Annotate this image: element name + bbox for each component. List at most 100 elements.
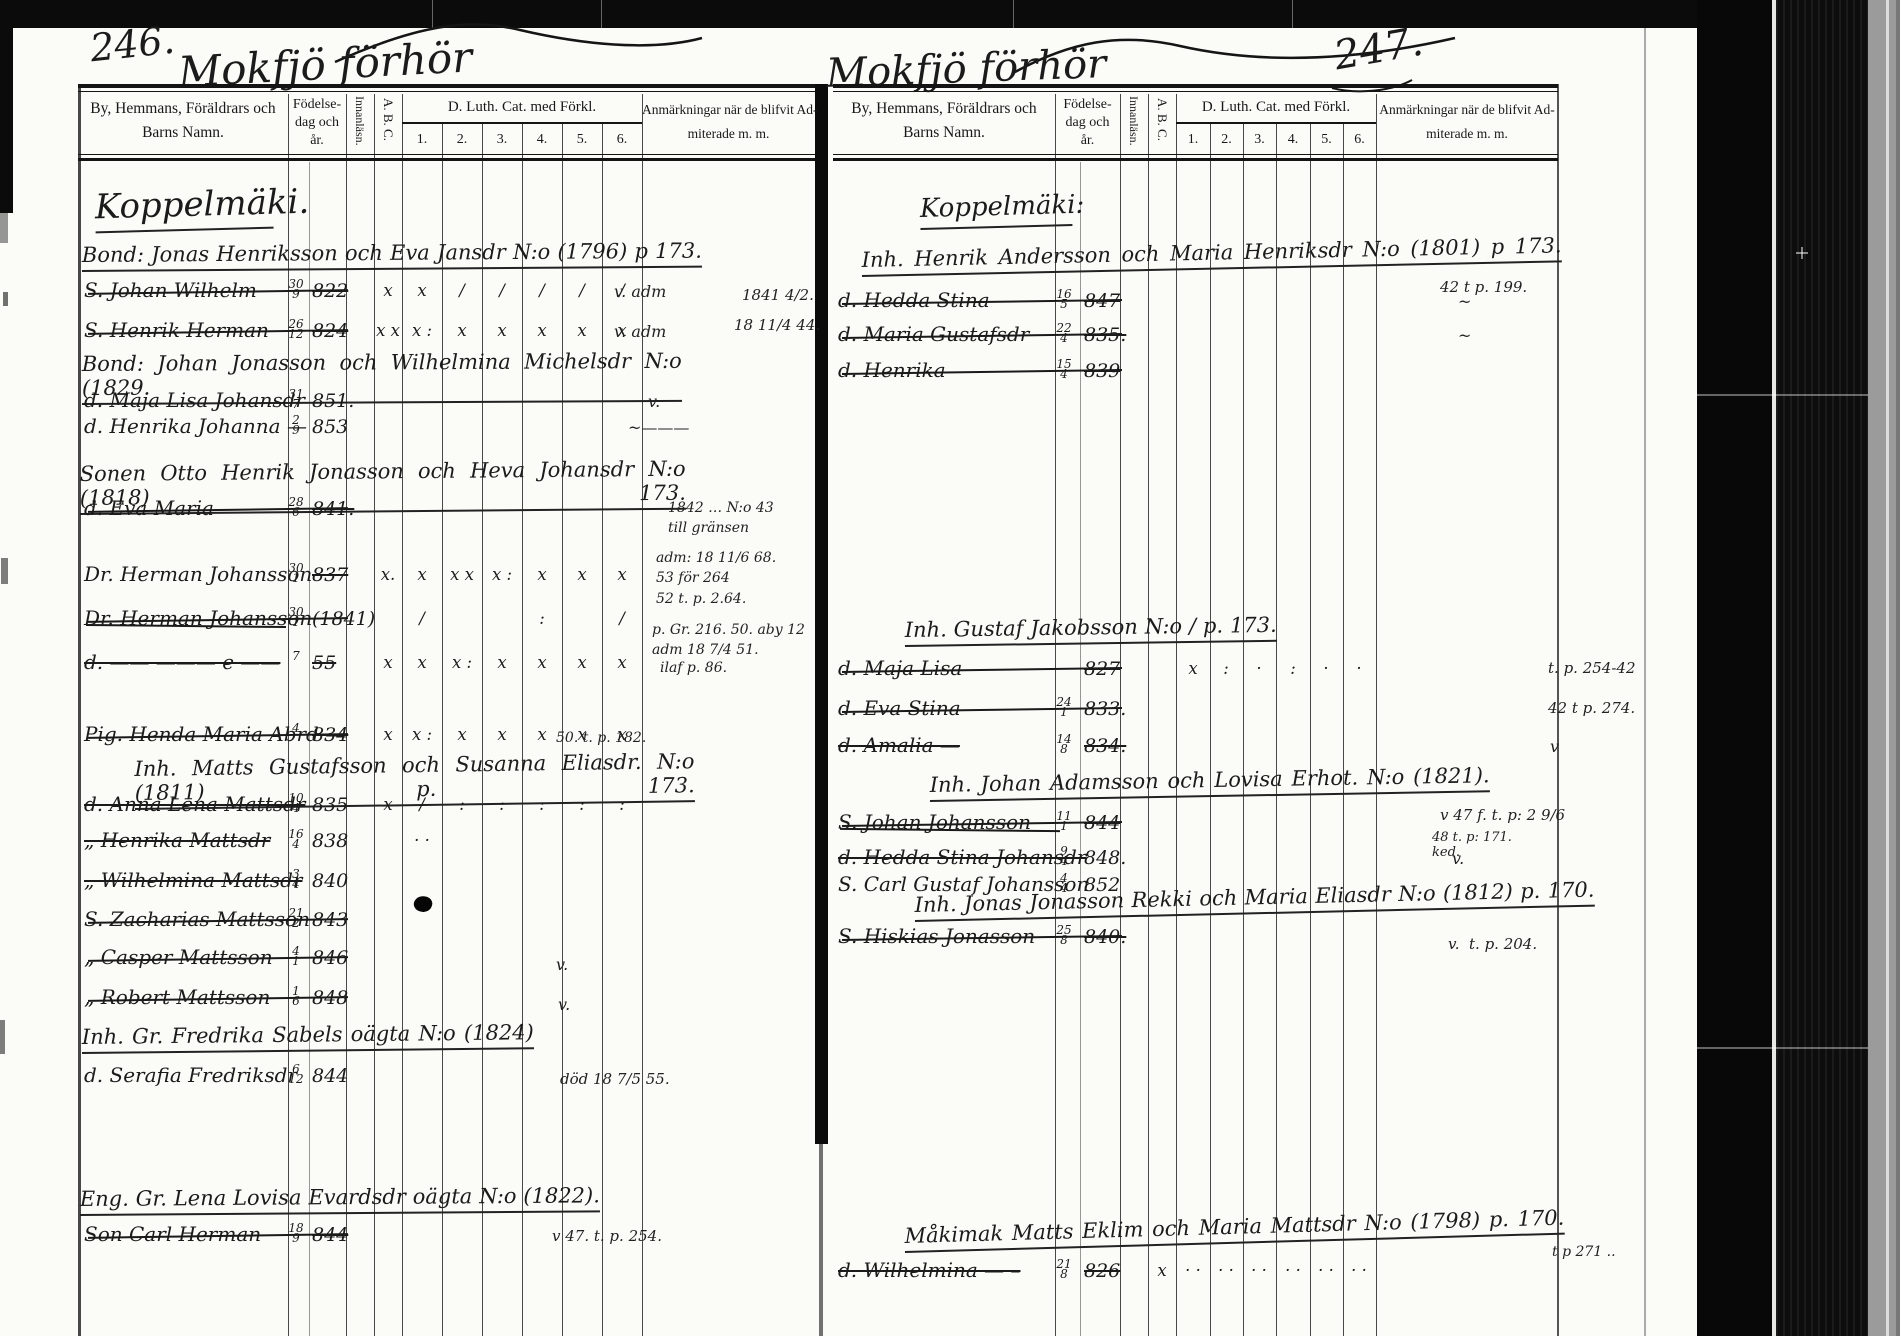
header-catechism-col: D. Luth. Cat. med Förkl. <box>1201 99 1351 115</box>
mark-cell: / <box>499 281 505 300</box>
birth-year: 835 <box>312 794 349 816</box>
birth-year: 834 <box>312 724 349 746</box>
entry-remark: v <box>1550 737 1560 756</box>
mark-cell: x <box>417 653 427 672</box>
mark-cell: x <box>617 565 627 584</box>
birth-year: 841. <box>312 498 355 520</box>
scan-border-left-fade <box>0 213 8 243</box>
header-name-col: Barns Namn. <box>142 124 224 141</box>
header-remarks-col: Anmärkningar när de blifvit Ad- <box>1379 102 1555 117</box>
birth-day: 7 <box>292 649 300 663</box>
mark-cell: x <box>577 653 587 672</box>
mark-cell: / <box>419 795 425 814</box>
entry-name: d. Hedda Stina <box>838 288 990 312</box>
birth-day: 30 1 <box>288 561 304 585</box>
header-rule <box>833 154 1558 155</box>
page-fold-line <box>819 1144 823 1336</box>
mark-cell: x <box>457 321 467 340</box>
mark-cell: · <box>1256 659 1262 678</box>
mark-cell: / <box>619 609 625 628</box>
birth-year: 853 <box>312 416 349 438</box>
column-rule <box>1176 94 1178 1336</box>
birth-day: 6 12 <box>288 1062 304 1086</box>
entry-remark: p. Gr. 216. 50. aby 12 adm 18 7/4 51. <box>652 622 805 659</box>
mark-cell: · · <box>1285 1261 1301 1280</box>
header-cat-6: 6. <box>1354 132 1365 147</box>
scan-edge-gray <box>1868 0 1900 1336</box>
header-rule <box>1176 122 1376 124</box>
gutter-note: 1841 4/2. <box>742 286 814 304</box>
entry-remark: ~——— <box>628 418 690 437</box>
mark-cell: · · <box>1351 1261 1367 1280</box>
birth-year: 844 <box>312 1224 349 1246</box>
birth-day: 14 8 <box>1056 732 1072 756</box>
entry-remark: v. <box>1452 849 1465 868</box>
mark-cell: : <box>1223 659 1229 678</box>
entry-name: d. Eva Stina <box>838 696 961 720</box>
mark-cell: · · <box>1218 1261 1234 1280</box>
column-rule <box>1557 84 1559 1336</box>
entry-remark: adm: 18 11/6 68. 53 för 264 52 t. p. 2.6… <box>656 550 777 607</box>
mark-cell: x <box>617 321 627 340</box>
mark-cell: / <box>539 281 545 300</box>
header-birth-col: år. <box>310 133 324 148</box>
entry-remark: v 47. t. p. 254. <box>552 1227 662 1245</box>
entry-name: d. Henrika <box>838 358 946 382</box>
entry-remark: ~ <box>1458 292 1472 311</box>
birth-day: 30 9 <box>288 277 304 301</box>
mark-cell: : <box>459 795 465 814</box>
column-rule <box>1120 94 1122 1336</box>
entry-remark: död 18 7/5 55. <box>560 1070 670 1088</box>
birth-day: 21 2 <box>288 906 304 930</box>
mark-cell: / <box>419 609 425 628</box>
birth-year: 837 <box>312 564 349 586</box>
mark-cell: · · <box>414 831 430 850</box>
mark-cell: x <box>383 281 393 300</box>
mark-cell: x <box>417 565 427 584</box>
entry-remark: v. adm <box>614 282 667 301</box>
margin-note: v 47 f. t. p: 2 9/6 <box>1440 806 1566 824</box>
mark-cell: x <box>617 653 627 672</box>
column-rule <box>1376 94 1378 1336</box>
mark-cell: · <box>1356 659 1362 678</box>
mark-cell: x <box>537 653 547 672</box>
column-rule <box>1243 124 1245 1336</box>
column-rule <box>402 94 404 1336</box>
column-rule <box>1080 162 1082 1336</box>
gutter-note: 18 11/4 44. <box>734 316 821 334</box>
scan-artifact-line <box>1292 0 1293 28</box>
entry-name: „ Wilhelmina Mattsdr <box>84 868 303 892</box>
binding-bar-1 <box>1697 0 1772 1336</box>
entry-name: d. Henrika Johanna — <box>84 414 307 438</box>
birth-day: 25 8 <box>1056 923 1072 947</box>
scan-artifact-line <box>432 0 433 28</box>
mark-cell: x <box>497 725 507 744</box>
header-rule <box>833 158 1558 161</box>
mark-cell: x x <box>376 321 400 340</box>
column-rule <box>602 124 604 1336</box>
column-rule <box>642 94 644 1336</box>
birth-day: 26 12 <box>288 317 304 341</box>
header-abc-col: A. B. C. <box>381 98 396 141</box>
binding-bar-2 <box>1776 0 1868 1336</box>
family-entry: Inh. Henrik Andersson och Maria Henriksd… <box>861 233 1562 277</box>
birth-year: 834. <box>1084 735 1127 757</box>
entry-remark: t. p. 254-42 <box>1548 659 1636 677</box>
mark-cell: : <box>1290 659 1296 678</box>
mark-cell: x <box>577 725 587 744</box>
mark-cell: x <box>497 321 507 340</box>
column-rule <box>288 94 290 1336</box>
village-heading: Koppelmäki: <box>919 190 1085 230</box>
column-rule <box>522 124 524 1336</box>
header-abc-col: A. B. C. <box>1155 98 1170 141</box>
village-heading: Koppelmäki. <box>94 182 310 234</box>
column-rule <box>1343 124 1345 1336</box>
birth-day: 22 4 <box>1056 321 1072 345</box>
column-rule <box>374 94 376 1336</box>
mark-cell: x : <box>491 565 513 584</box>
entry-name: d. Hedda Stina Johansdr <box>838 845 1087 869</box>
